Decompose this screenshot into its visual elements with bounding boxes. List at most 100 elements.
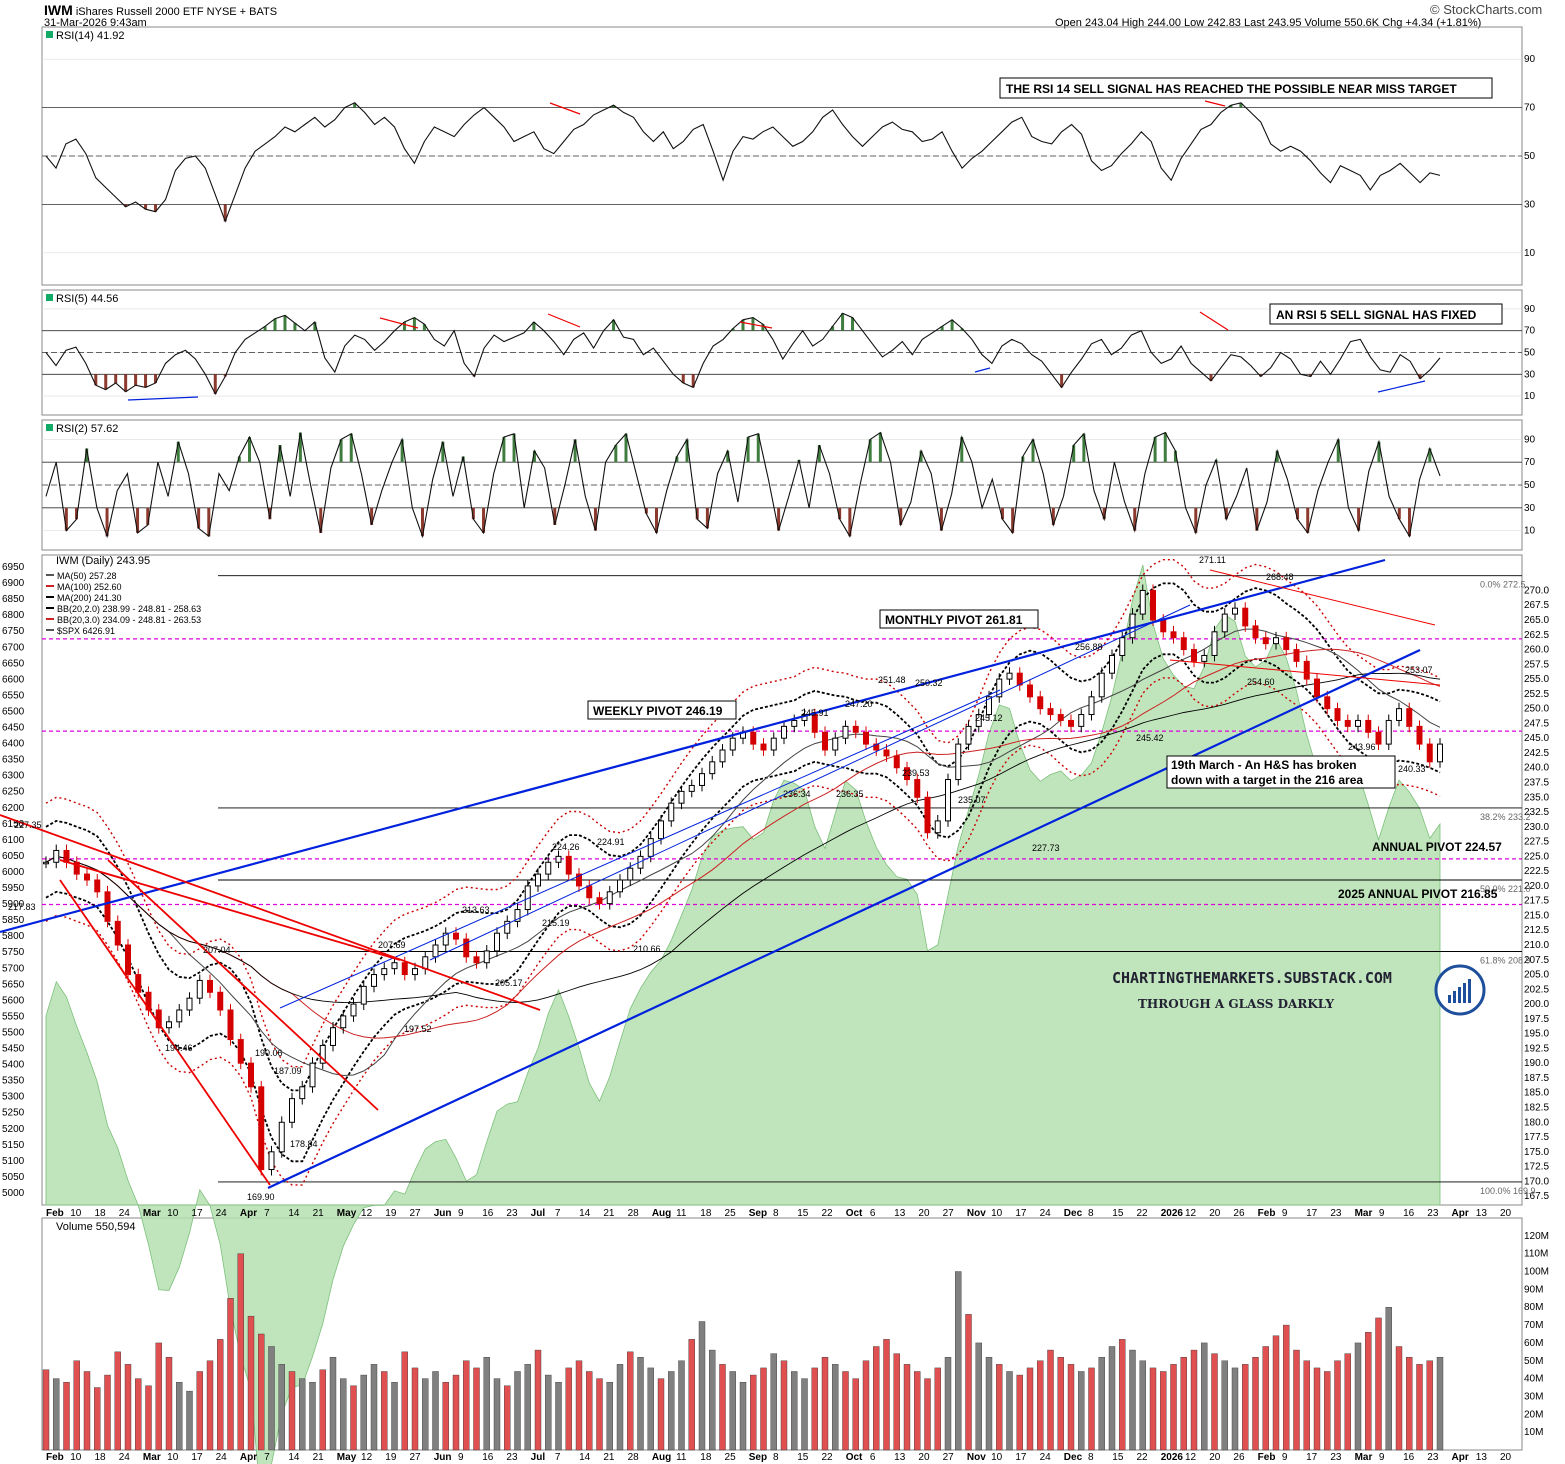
spx-area [45,564,1441,1464]
candle-body [1385,719,1392,745]
volume-bar [770,1353,777,1451]
brand-logo-bar [1453,991,1456,1003]
price-tick-label: 175.0 [1524,1147,1549,1158]
candle-body [1324,696,1331,710]
candle-body [1273,637,1279,645]
price-tick-label: 167.5 [1524,1191,1549,1202]
candle-body [1098,672,1105,698]
candle-body [1242,607,1249,627]
x-axis-label: Dec [1064,1208,1083,1219]
volume-bar [135,1378,142,1451]
volume-bar [1211,1353,1218,1451]
legend-entry: MA(200) 241.30 [57,593,122,603]
ohlc-readout: Open 243.04 High 244.00 Low 242.83 Last … [1055,17,1482,29]
price-tick-label: 247.5 [1524,718,1549,729]
volume-bar [811,1367,818,1451]
exchange: NYSE + BATS [206,6,278,18]
volume-bar [1272,1335,1280,1451]
legend-entry: MA(100) 252.60 [57,582,122,592]
candle-body [196,979,203,999]
x-axis-label: 23 [1427,1208,1439,1219]
volume-bar [719,1364,726,1451]
candle-body [1170,631,1177,639]
x-axis-label: Sep [749,1452,767,1463]
x-axis-label: 20 [1500,1208,1512,1219]
price-tick-label: 262.5 [1524,630,1549,641]
candle-body [873,743,880,751]
volume-bar [483,1356,490,1451]
price-label: 169.90 [247,1192,275,1202]
fib-label: 0.0% 272.5 [1480,580,1526,590]
red-trendline [1209,569,1436,626]
candle-body [104,891,111,922]
candle-body [504,920,511,934]
weekly-pivot-label: WEEKLY PIVOT 246.19 [593,704,723,718]
candle-body [1396,708,1402,721]
candle-body [832,737,839,751]
x-axis-label: 20 [918,1452,930,1463]
x-axis-label: 15 [1112,1452,1124,1463]
signal-arrow [1377,380,1426,393]
price-label: 247.20 [845,699,873,709]
volume-bar [1088,1367,1095,1451]
x-axis-label: 7 [555,1208,561,1219]
x-axis-label: 18 [700,1208,712,1219]
price-label: 268.48 [1266,572,1294,582]
candle-body [1211,631,1218,656]
volume-bar [965,1314,972,1451]
legend-entry: BB(20,2.0) 238.99 - 248.81 - 258.63 [57,604,201,614]
red-trendline [1169,659,1441,686]
signal-arrow [379,317,419,329]
volume-bar [709,1349,716,1451]
volume-bar [237,1253,244,1451]
x-axis-label: 17 [191,1452,203,1463]
x-axis-label: Aug [652,1452,671,1463]
candle-body [1057,714,1064,721]
legend-entry: BB(20,3.0) 234.09 - 248.81 - 263.53 [57,615,201,625]
price-label: 205.17 [495,978,523,988]
x-axis-label: 27 [410,1208,422,1219]
candle-body [893,755,900,769]
price-tick-label: 200.0 [1524,999,1549,1010]
volume-bar [914,1371,921,1451]
volume-bar [309,1381,316,1451]
volume-bar [514,1371,521,1451]
price-label: 227.73 [1032,843,1060,853]
x-axis-label: 17 [1015,1452,1027,1463]
price-label: 210.66 [633,944,661,954]
volume-bar [124,1364,132,1451]
price-tick-label: 240.0 [1524,763,1549,774]
volume-bar [155,1342,162,1451]
price-tick-label: 177.5 [1524,1132,1549,1143]
x-axis-label: 15 [797,1452,809,1463]
x-axis-label: 14 [288,1208,300,1219]
candle-body [1119,637,1126,656]
volume-bar [575,1360,583,1451]
x-axis-label: 16 [482,1452,494,1463]
candle-body [94,879,101,893]
price-tick-label: 227.5 [1524,837,1549,848]
volume-bar [1262,1346,1269,1451]
volume-bar [1252,1356,1259,1451]
price-label: 250.32 [915,678,943,688]
spx-tick-label: 6050 [2,851,25,862]
bollinger-lower [45,653,1441,1163]
candle-body [1047,708,1054,716]
candle-body [1027,684,1033,698]
x-axis-label: 21 [313,1452,325,1463]
watermark: © StockCharts.com [1430,2,1543,17]
volume-bar [452,1374,460,1451]
volume-bar [1057,1356,1064,1451]
price-tick-label: 260.0 [1524,645,1549,656]
x-axis-label: 10 [167,1208,179,1219]
candle-body [586,885,593,899]
candle-body [596,897,603,905]
candle-body [883,749,890,757]
candle-body [699,773,705,786]
x-axis-label: 6 [870,1452,876,1463]
price-tick-label: 265.0 [1524,615,1549,626]
volume-bar [391,1381,398,1451]
spx-tick-label: 6200 [2,803,25,814]
x-axis-label: 2026 [1161,1208,1184,1219]
